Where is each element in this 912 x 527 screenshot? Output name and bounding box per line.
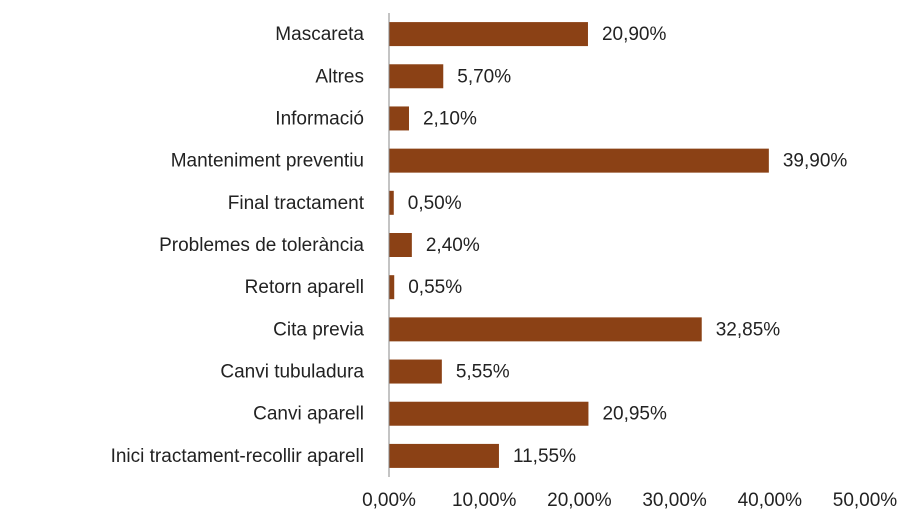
bar: [389, 22, 588, 47]
bar: [389, 233, 412, 257]
bar: [389, 275, 395, 300]
value-label: 2,10%: [423, 108, 477, 129]
y-tick-label: Cita previa: [273, 319, 364, 340]
x-tick-label: 10,00%: [452, 490, 517, 511]
bar: [389, 401, 589, 426]
value-label: 5,70%: [457, 66, 511, 87]
x-tick-label: 0,00%: [362, 490, 416, 511]
x-tick-label: 40,00%: [738, 490, 803, 511]
bar: [389, 317, 702, 342]
bar: [389, 359, 442, 384]
y-tick-label: Informació: [275, 108, 364, 129]
bar: [389, 106, 409, 131]
value-label: 20,90%: [602, 24, 667, 45]
x-tick-label: 30,00%: [642, 490, 707, 511]
value-label: 20,95%: [602, 404, 667, 425]
value-label: 32,85%: [716, 319, 781, 340]
y-tick-label: Problemes de tolerància: [159, 235, 364, 256]
value-label: 0,55%: [408, 277, 462, 298]
x-tick-label: 50,00%: [833, 490, 898, 511]
value-label: 11,55%: [513, 446, 576, 467]
y-tick-label: Canvi tubuladura: [220, 362, 364, 383]
value-label: 0,50%: [408, 193, 462, 214]
bar: [389, 64, 444, 89]
y-tick-label: Manteniment preventiu: [171, 151, 364, 172]
bar: [389, 443, 499, 468]
y-tick-label: Retorn aparell: [245, 277, 364, 298]
y-tick-label: Altres: [315, 66, 364, 87]
bar: [389, 190, 394, 215]
y-tick-label: Inici tractament-recollir aparell: [111, 446, 364, 467]
y-tick-label: Canvi aparell: [253, 404, 364, 425]
value-label: 5,55%: [456, 362, 510, 383]
x-tick-label: 20,00%: [547, 490, 612, 511]
bar: [389, 148, 769, 173]
value-label: 39,90%: [783, 151, 848, 172]
value-label: 2,40%: [426, 235, 480, 256]
y-tick-label: Final tractament: [228, 193, 365, 214]
y-tick-label: Mascareta: [275, 24, 364, 45]
